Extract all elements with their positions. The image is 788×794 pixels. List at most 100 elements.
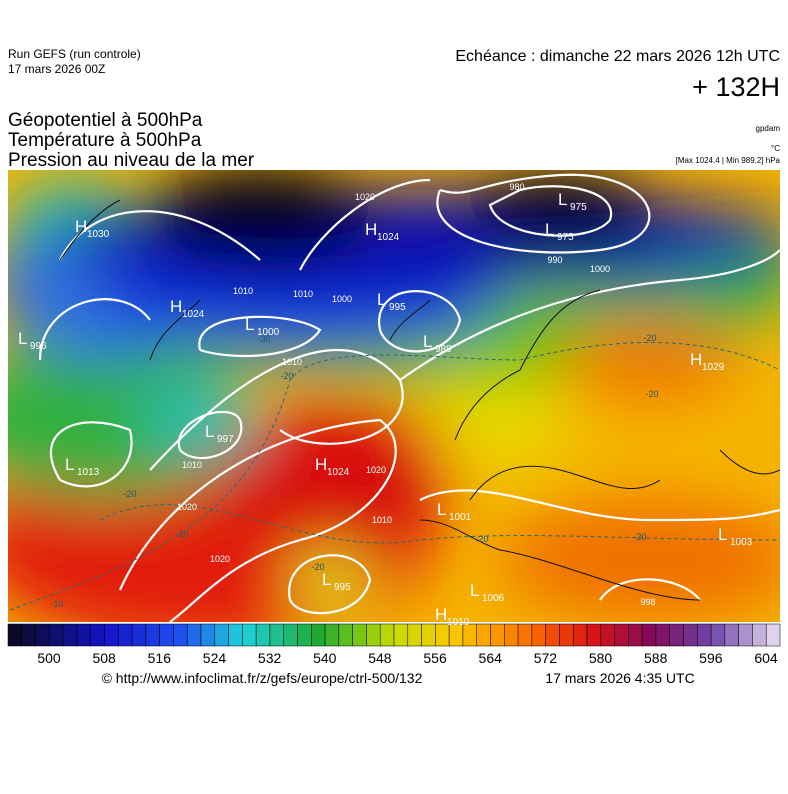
title: Température à 500hPa	[8, 130, 202, 151]
colorbar-label: 604	[754, 650, 778, 666]
color-cell	[62, 623, 78, 647]
echeance: Echéance : dimanche 22 mars 2026 12h UTC	[455, 48, 780, 65]
system-pressure: 1010	[447, 617, 470, 628]
system-pressure: 1030	[87, 229, 110, 240]
system-letter: L	[545, 220, 554, 239]
system-letter: L	[18, 329, 27, 348]
color-cell	[476, 623, 491, 647]
color-cell	[186, 623, 202, 647]
land	[59, 199, 780, 601]
system-letter: L	[437, 500, 446, 519]
color-cell	[572, 623, 588, 647]
temperature-label: -20	[311, 562, 324, 572]
color-cell	[407, 623, 422, 647]
color-cell	[255, 623, 271, 647]
color-cell	[738, 623, 753, 647]
color-cell	[586, 623, 602, 647]
colorbar-label: 540	[313, 650, 337, 666]
color-cell	[683, 623, 698, 647]
system-letter: L	[558, 190, 567, 209]
title: Pression au niveau de la mer	[8, 150, 255, 171]
temperature-label: -20	[643, 333, 656, 343]
color-cell	[131, 623, 147, 647]
isobar-label: 1010	[182, 460, 202, 470]
system-letter: L	[718, 525, 727, 544]
system-letter: H	[170, 297, 182, 316]
temperature-label: -10	[175, 529, 188, 539]
color-cell	[697, 623, 712, 647]
system-pressure: 1029	[702, 362, 725, 373]
color-cell	[710, 623, 726, 647]
colorbar-label: 596	[699, 650, 723, 666]
color-cell	[173, 623, 188, 647]
unit: gpdam	[756, 124, 781, 133]
system-pressure: 1024	[327, 467, 350, 478]
colorbar-label: 588	[644, 650, 668, 666]
isobar-label: 1000	[332, 294, 352, 304]
system-pressure: 1001	[449, 512, 472, 523]
color-cell	[531, 623, 546, 647]
colorbar-label: 556	[423, 650, 447, 666]
color-cell	[228, 623, 243, 647]
system-letter: H	[690, 350, 702, 369]
color-cell	[752, 623, 767, 647]
isobar-label: 1020	[366, 465, 386, 475]
isobar-label: 1010	[282, 357, 302, 367]
colorbar-label: 548	[368, 650, 392, 666]
color-cell	[311, 623, 326, 647]
temperature-label: -30	[257, 334, 270, 344]
system-pressure: 1024	[182, 309, 205, 320]
color-cell	[242, 623, 257, 647]
system-letter: L	[470, 581, 479, 600]
colorbar-label: 572	[534, 650, 558, 666]
color-cell	[490, 623, 505, 647]
unit: [Max 1024.4 | Min 989.2] hPa	[676, 156, 781, 165]
map	[8, 170, 780, 622]
isobar-label: 990	[547, 255, 562, 265]
system-pressure: 1003	[730, 537, 753, 548]
color-cell	[614, 623, 629, 647]
color-cell	[366, 623, 381, 647]
isobar-label: 998	[640, 597, 655, 607]
system-letter: H	[315, 455, 327, 474]
isobar-label: 1020	[177, 502, 197, 512]
system-pressure: 995	[334, 582, 351, 593]
system-pressure: 1013	[77, 467, 100, 478]
temperature-label: -20	[280, 371, 293, 381]
color-cell	[655, 623, 670, 647]
color-cell	[200, 623, 216, 647]
system-pressure: 975	[570, 202, 587, 213]
temperature-label: -20	[123, 489, 136, 499]
isobar-label: 1020	[355, 192, 375, 202]
color-cell	[145, 623, 160, 647]
color-cell	[559, 623, 574, 647]
system-pressure: 997	[217, 434, 234, 445]
system-letter: H	[435, 605, 447, 624]
color-cell	[352, 623, 367, 647]
isobar-label: 1000	[590, 264, 610, 274]
color-cell	[338, 623, 353, 647]
colorbar: 500 508 516 524 532 540 548 556 564 572 580 588 596 6…	[7, 623, 781, 666]
system-pressure: 1000	[257, 327, 280, 338]
color-cell	[393, 623, 409, 647]
color-cell	[641, 623, 657, 647]
run-date: 17 mars 2026 00Z	[8, 62, 105, 76]
lead-time: + 132H	[692, 72, 780, 102]
color-cell	[297, 623, 312, 647]
colorbar-label: 580	[589, 650, 613, 666]
system-letter: L	[245, 315, 254, 334]
system-letter: L	[377, 290, 386, 309]
colorbar-label: 564	[479, 650, 503, 666]
system-pressure: 989	[435, 344, 452, 355]
colorbar-label: 524	[203, 650, 227, 666]
system-pressure: 995	[389, 302, 406, 313]
color-cell	[765, 623, 781, 647]
system-letter: L	[205, 422, 214, 441]
isobar-label: 1010	[372, 515, 392, 525]
temperature-label: -10	[50, 599, 63, 609]
run: Run GEFS (run controle)	[8, 47, 141, 61]
title: Géopotentiel à 500hPa	[8, 110, 203, 131]
system-letter: L	[423, 332, 432, 351]
color-cell	[159, 623, 174, 647]
